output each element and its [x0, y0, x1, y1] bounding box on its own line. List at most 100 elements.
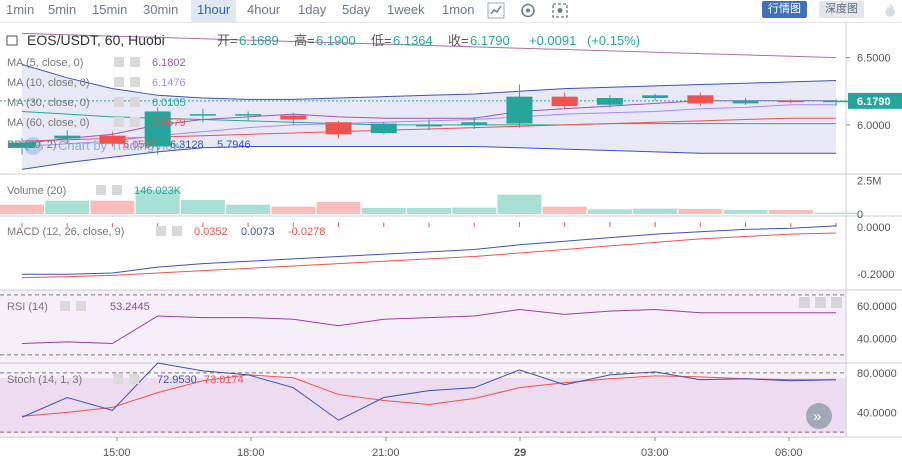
volume-bar [361, 208, 406, 214]
chart-type-icon[interactable] [487, 2, 505, 19]
change-percent: (+0.15%) [587, 33, 640, 48]
rsi-settings-icon [60, 301, 70, 311]
ma-legend-name: MA (10, close, 0) [7, 77, 90, 89]
indicator-remove-icon [130, 77, 140, 87]
volume-bar [497, 194, 542, 214]
volume-tick-label: 0 [857, 209, 863, 221]
time-tick-label: 21:00 [372, 447, 400, 459]
view-chart-button[interactable]: 行情图 [762, 1, 807, 18]
volume-bar [226, 204, 271, 214]
macd-tick-label: 0.0000 [857, 222, 891, 234]
ohlc-close-label: 收= [448, 33, 469, 48]
pane-control-icon [815, 297, 826, 308]
rsi-remove-icon [76, 301, 86, 311]
interval-tab-1mon[interactable]: 1mon [442, 2, 475, 17]
ohlc-high-value: 6.1900 [316, 33, 356, 48]
volume-bar [678, 208, 723, 214]
macd-settings-icon [156, 226, 166, 236]
view-depth-button[interactable]: 深度图 [819, 1, 864, 18]
candle [777, 100, 804, 103]
candle [144, 111, 171, 147]
rsi-value: 53.2445 [110, 301, 150, 313]
volume-bar [587, 209, 632, 214]
candle [416, 124, 442, 127]
candle [370, 123, 397, 133]
symbol-title: EOS/USDT, 60, Huobi [27, 32, 165, 48]
rsi-legend-name: RSI (14) [7, 301, 48, 313]
bb-legend-name: BB (20, 2) [7, 139, 57, 151]
ma-legend-name: MA (60, close, 0) [7, 117, 90, 129]
stoch-value: 73.0174 [204, 374, 244, 386]
last-price-value: 6.1790 [857, 96, 891, 108]
macd-line [22, 225, 837, 275]
candle [189, 114, 216, 116]
volume-bar [768, 210, 813, 214]
macd-tick-label: -0.2000 [857, 269, 894, 281]
scroll-to-realtime-button[interactable] [806, 403, 832, 429]
price-tick-label: 6.0000 [857, 120, 891, 132]
candle [461, 122, 488, 125]
stoch-remove-icon [129, 374, 139, 384]
volume-legend-name: Volume (20) [7, 185, 66, 197]
indicator-remove-icon [130, 97, 140, 107]
stoch-legend-name: Stoch (14, 1, 3) [7, 374, 82, 386]
change-value: +0.0091 [529, 33, 576, 48]
stoch-k-line [21, 362, 837, 421]
scroll-arrow-icon: » [813, 408, 821, 425]
indicator-settings-icon [114, 117, 124, 127]
candle [99, 135, 126, 144]
time-tick-label: 06:00 [775, 447, 803, 459]
settings-icon[interactable] [519, 2, 537, 19]
indicator-remove-icon [130, 57, 140, 67]
volume-bar [271, 206, 316, 214]
candle [732, 100, 759, 104]
ma-legend-value: 6.0105 [152, 97, 186, 109]
interval-tab-1day[interactable]: 1day [298, 2, 327, 17]
time-tick-label: 18:00 [237, 447, 265, 459]
volume-bar [0, 204, 44, 214]
indicator-settings-icon [114, 57, 124, 67]
volume-bar [180, 200, 225, 214]
rsi-tick-label: 60.0000 [857, 301, 897, 313]
volume-value: 146.023K [134, 185, 182, 197]
chart-area[interactable]: Chart by TradingView6.50006.00006.1790EO… [0, 22, 902, 470]
bb-legend-value: 5.7946 [217, 139, 251, 151]
pane-control-icon [799, 297, 810, 308]
ohlc-open-label: 开= [217, 33, 238, 48]
candle [687, 95, 714, 104]
interval-tab-1week[interactable]: 1week [387, 2, 425, 17]
last-price-tag [848, 92, 902, 109]
interval-tab-1hour[interactable]: 1hour [191, 0, 237, 22]
screenshot-icon[interactable] [551, 2, 569, 19]
ma-legend-value: 6.1802 [152, 57, 186, 69]
stoch-bg [0, 363, 846, 437]
candle [823, 100, 849, 103]
interval-tab-1min[interactable]: 1min [6, 2, 35, 17]
logo-flame-icon [881, 2, 899, 19]
interval-tab-15min[interactable]: 15min [92, 2, 128, 17]
macd-remove-icon [172, 226, 182, 236]
interval-tab-4hour[interactable]: 4hour [247, 2, 281, 17]
macd-value: -0.0278 [288, 226, 325, 238]
interval-tab-30min[interactable]: 30min [143, 2, 179, 17]
ma-legend-value: 5.8679 [152, 117, 186, 129]
candle [325, 122, 352, 135]
pane-control-icon [831, 297, 842, 308]
ohlc-open-value: 6.1689 [239, 33, 279, 48]
interval-tab-5min[interactable]: 5min [48, 2, 77, 17]
candle [642, 95, 669, 98]
interval-tab-5day[interactable]: 5day [342, 2, 371, 17]
volume-bar [723, 210, 768, 214]
bb-legend-value: 6.3128 [170, 139, 204, 151]
price-tick-label: 6.5000 [857, 53, 891, 65]
macd-value: 0.0073 [241, 226, 275, 238]
candle [54, 135, 81, 139]
candle [280, 115, 307, 120]
candle [9, 142, 35, 148]
volume-bar [45, 200, 90, 214]
stoch-tick-label: 40.0000 [857, 407, 897, 419]
bb-legend-value: 6.0537 [123, 139, 157, 151]
ohlc-low-value: 6.1364 [393, 33, 433, 48]
indicator-settings-icon [114, 97, 124, 107]
stoch-d-line [21, 374, 836, 417]
